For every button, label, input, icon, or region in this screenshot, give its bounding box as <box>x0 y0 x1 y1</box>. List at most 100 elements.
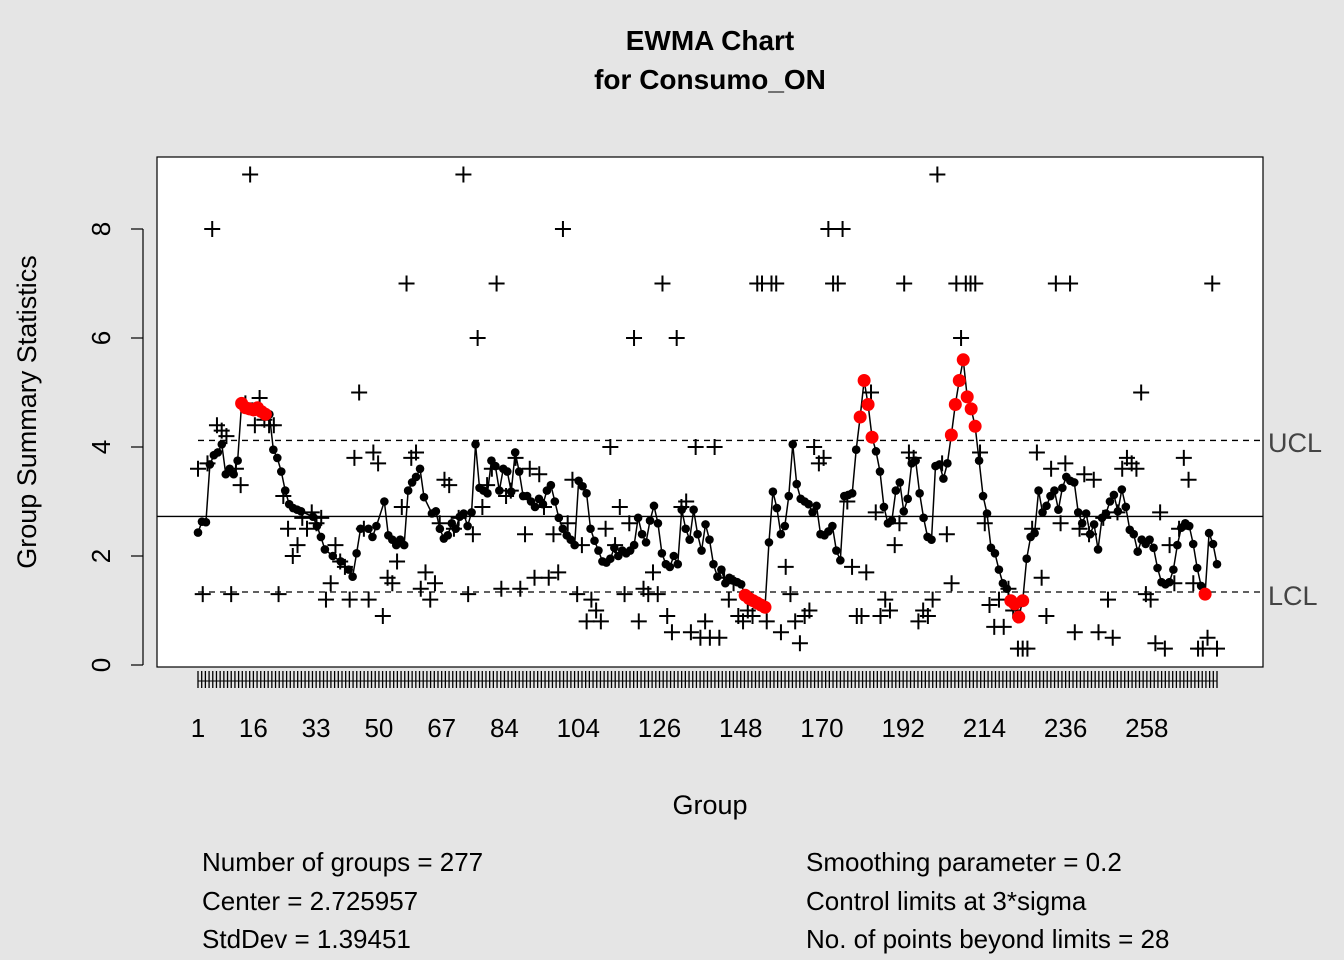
group-statistic-marker <box>1114 460 1131 477</box>
group-statistic-marker <box>1047 275 1064 292</box>
ewma-violation-point <box>258 407 272 421</box>
ewma-point <box>205 460 215 469</box>
ewma-point <box>887 516 897 525</box>
ewma-violation-point <box>1198 587 1212 601</box>
ewma-point <box>935 460 944 469</box>
group-statistic-marker <box>1142 591 1159 608</box>
ewma-point <box>550 497 560 506</box>
group-statistic-marker <box>820 221 837 237</box>
x-tick-label: 170 <box>800 713 843 743</box>
ewma-point <box>982 509 992 518</box>
group-statistic-marker <box>626 330 643 346</box>
group-statistic-marker <box>844 558 861 575</box>
x-tick-label: 192 <box>881 713 924 743</box>
group-statistic-marker <box>659 607 676 624</box>
ewma-violation-point <box>968 419 982 433</box>
group-statistic-marker <box>806 439 823 455</box>
ewma-point <box>1192 563 1202 573</box>
ewma-point <box>1149 543 1158 553</box>
group-statistic-marker <box>744 607 761 624</box>
ewma-point <box>1038 508 1047 517</box>
group-statistic-marker <box>1209 640 1225 657</box>
group-statistic-marker <box>801 602 818 619</box>
ewma-point <box>368 532 377 542</box>
group-statistic-marker <box>706 439 723 455</box>
group-statistic-marker <box>1128 460 1145 477</box>
ewma-point <box>1145 535 1154 544</box>
ewma-point <box>364 524 373 534</box>
ewma-point <box>927 535 936 544</box>
ewma-point <box>629 540 639 550</box>
ewma-point <box>879 502 889 512</box>
group-statistic-marker <box>630 613 647 630</box>
ewma-point <box>1153 563 1162 573</box>
ewma-point <box>459 509 468 518</box>
ewma-point <box>1113 507 1123 516</box>
stat-center: Center = 2.725957 <box>202 886 418 916</box>
ewma-point <box>776 529 786 539</box>
ewma-point <box>201 517 211 527</box>
ewma-point <box>558 524 568 534</box>
group-statistic-marker <box>1152 504 1169 521</box>
ewma-point <box>1022 554 1031 564</box>
group-statistic-marker <box>317 591 334 608</box>
ewma-point <box>891 486 901 495</box>
ewma-point <box>435 524 445 534</box>
ewma-point <box>713 572 722 582</box>
ewma-point <box>594 546 603 555</box>
ewma-point <box>415 464 425 474</box>
ewma-point <box>1034 486 1043 495</box>
ewma-point <box>530 502 540 512</box>
group-statistic-marker <box>559 515 576 532</box>
group-statistic-marker <box>374 607 391 624</box>
ewma-point <box>1129 529 1139 539</box>
ewma-point <box>994 565 1004 574</box>
ewma-point <box>554 513 564 523</box>
ewma-point <box>348 572 357 582</box>
group-statistic-marker <box>787 613 804 630</box>
group-statistic-marker <box>270 586 287 603</box>
ewma-point <box>784 491 794 501</box>
ewma-point <box>978 491 988 501</box>
ewma-point <box>233 456 242 465</box>
ewma-point <box>836 556 845 565</box>
ewma-point <box>871 447 881 456</box>
group-statistic-marker <box>474 498 491 515</box>
ewma-point <box>768 487 778 496</box>
group-statistic-marker <box>1194 640 1211 657</box>
group-statistic-marker <box>1052 515 1069 532</box>
group-statistic-marker <box>550 564 567 581</box>
group-statistic-marker <box>924 591 941 608</box>
ewma-point <box>495 486 504 495</box>
lcl-label: LCL <box>1268 581 1318 611</box>
ewma-point <box>328 551 338 561</box>
group-statistic-marker <box>668 330 685 346</box>
ewma-point <box>677 505 687 514</box>
chart-title: EWMA Chart <box>626 25 795 56</box>
ewma-point <box>380 497 389 506</box>
ewma-point <box>832 546 841 555</box>
ewma-point <box>582 489 591 498</box>
group-statistic-marker <box>1043 460 1060 477</box>
group-statistic-marker <box>1076 466 1093 483</box>
group-statistic-marker <box>1019 640 1036 657</box>
ewma-point <box>213 448 223 457</box>
ewma-point <box>804 499 813 509</box>
chart-subtitle: for Consumo_ON <box>594 64 826 95</box>
ewma-point <box>911 456 920 465</box>
ewma-point <box>780 521 790 531</box>
stat-points-beyond-limits: No. of points beyond limits = 28 <box>806 924 1169 954</box>
group-statistic-marker <box>1066 624 1083 641</box>
x-axis-label: Group <box>672 790 747 820</box>
ewma-point <box>665 562 675 572</box>
ewma-point <box>705 535 714 544</box>
ewma-point <box>280 486 290 495</box>
group-statistic-marker <box>995 618 1012 635</box>
group-statistic-marker <box>327 537 344 554</box>
group-statistic-marker <box>943 575 960 592</box>
ewma-point <box>272 453 282 463</box>
group-statistic-marker <box>720 591 737 608</box>
ewma-violation-point <box>952 374 966 388</box>
group-statistic-marker <box>488 275 505 292</box>
ewma-point <box>717 565 726 574</box>
